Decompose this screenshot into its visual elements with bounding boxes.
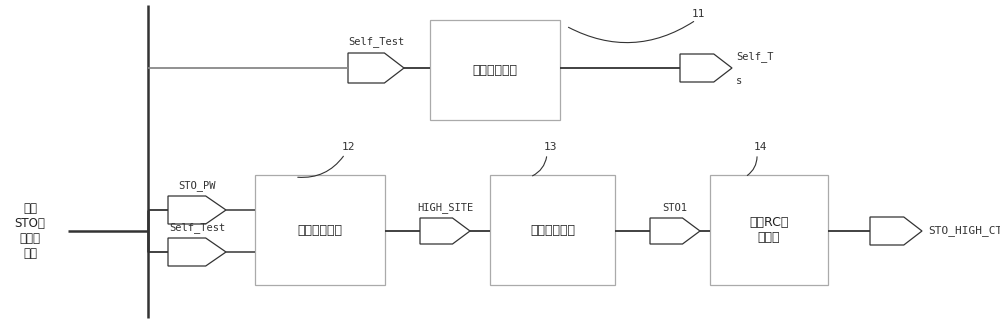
Text: Self_T: Self_T xyxy=(736,51,774,62)
Polygon shape xyxy=(680,54,732,82)
Text: STO_PW: STO_PW xyxy=(178,180,216,191)
Text: Self_Test: Self_Test xyxy=(348,36,404,47)
Bar xyxy=(430,20,560,120)
Bar xyxy=(710,175,828,285)
Text: 14: 14 xyxy=(753,142,767,152)
Text: STO_HIGH_CTR: STO_HIGH_CTR xyxy=(928,225,1000,236)
Polygon shape xyxy=(420,218,470,244)
Text: s: s xyxy=(736,76,742,86)
Text: 13: 13 xyxy=(543,142,557,152)
Text: 第一RC滤
波电路: 第一RC滤 波电路 xyxy=(749,216,789,244)
Polygon shape xyxy=(168,238,226,266)
Polygon shape xyxy=(650,218,700,244)
Text: 第一整形电路: 第一整形电路 xyxy=(530,224,575,236)
Text: 11: 11 xyxy=(691,9,705,19)
Text: 信号转换电路: 信号转换电路 xyxy=(473,64,518,77)
Text: 第一
STO功
能触发
信号: 第一 STO功 能触发 信号 xyxy=(15,202,45,260)
Text: HIGH_SITE: HIGH_SITE xyxy=(417,202,473,213)
Polygon shape xyxy=(348,53,404,83)
Bar xyxy=(255,175,385,285)
Text: STO1: STO1 xyxy=(662,203,688,213)
Polygon shape xyxy=(870,217,922,245)
Polygon shape xyxy=(168,196,226,224)
Bar xyxy=(490,175,615,285)
Text: 第一光耦电路: 第一光耦电路 xyxy=(298,224,342,236)
Text: Self_Test: Self_Test xyxy=(169,222,225,233)
Text: 12: 12 xyxy=(341,142,355,152)
